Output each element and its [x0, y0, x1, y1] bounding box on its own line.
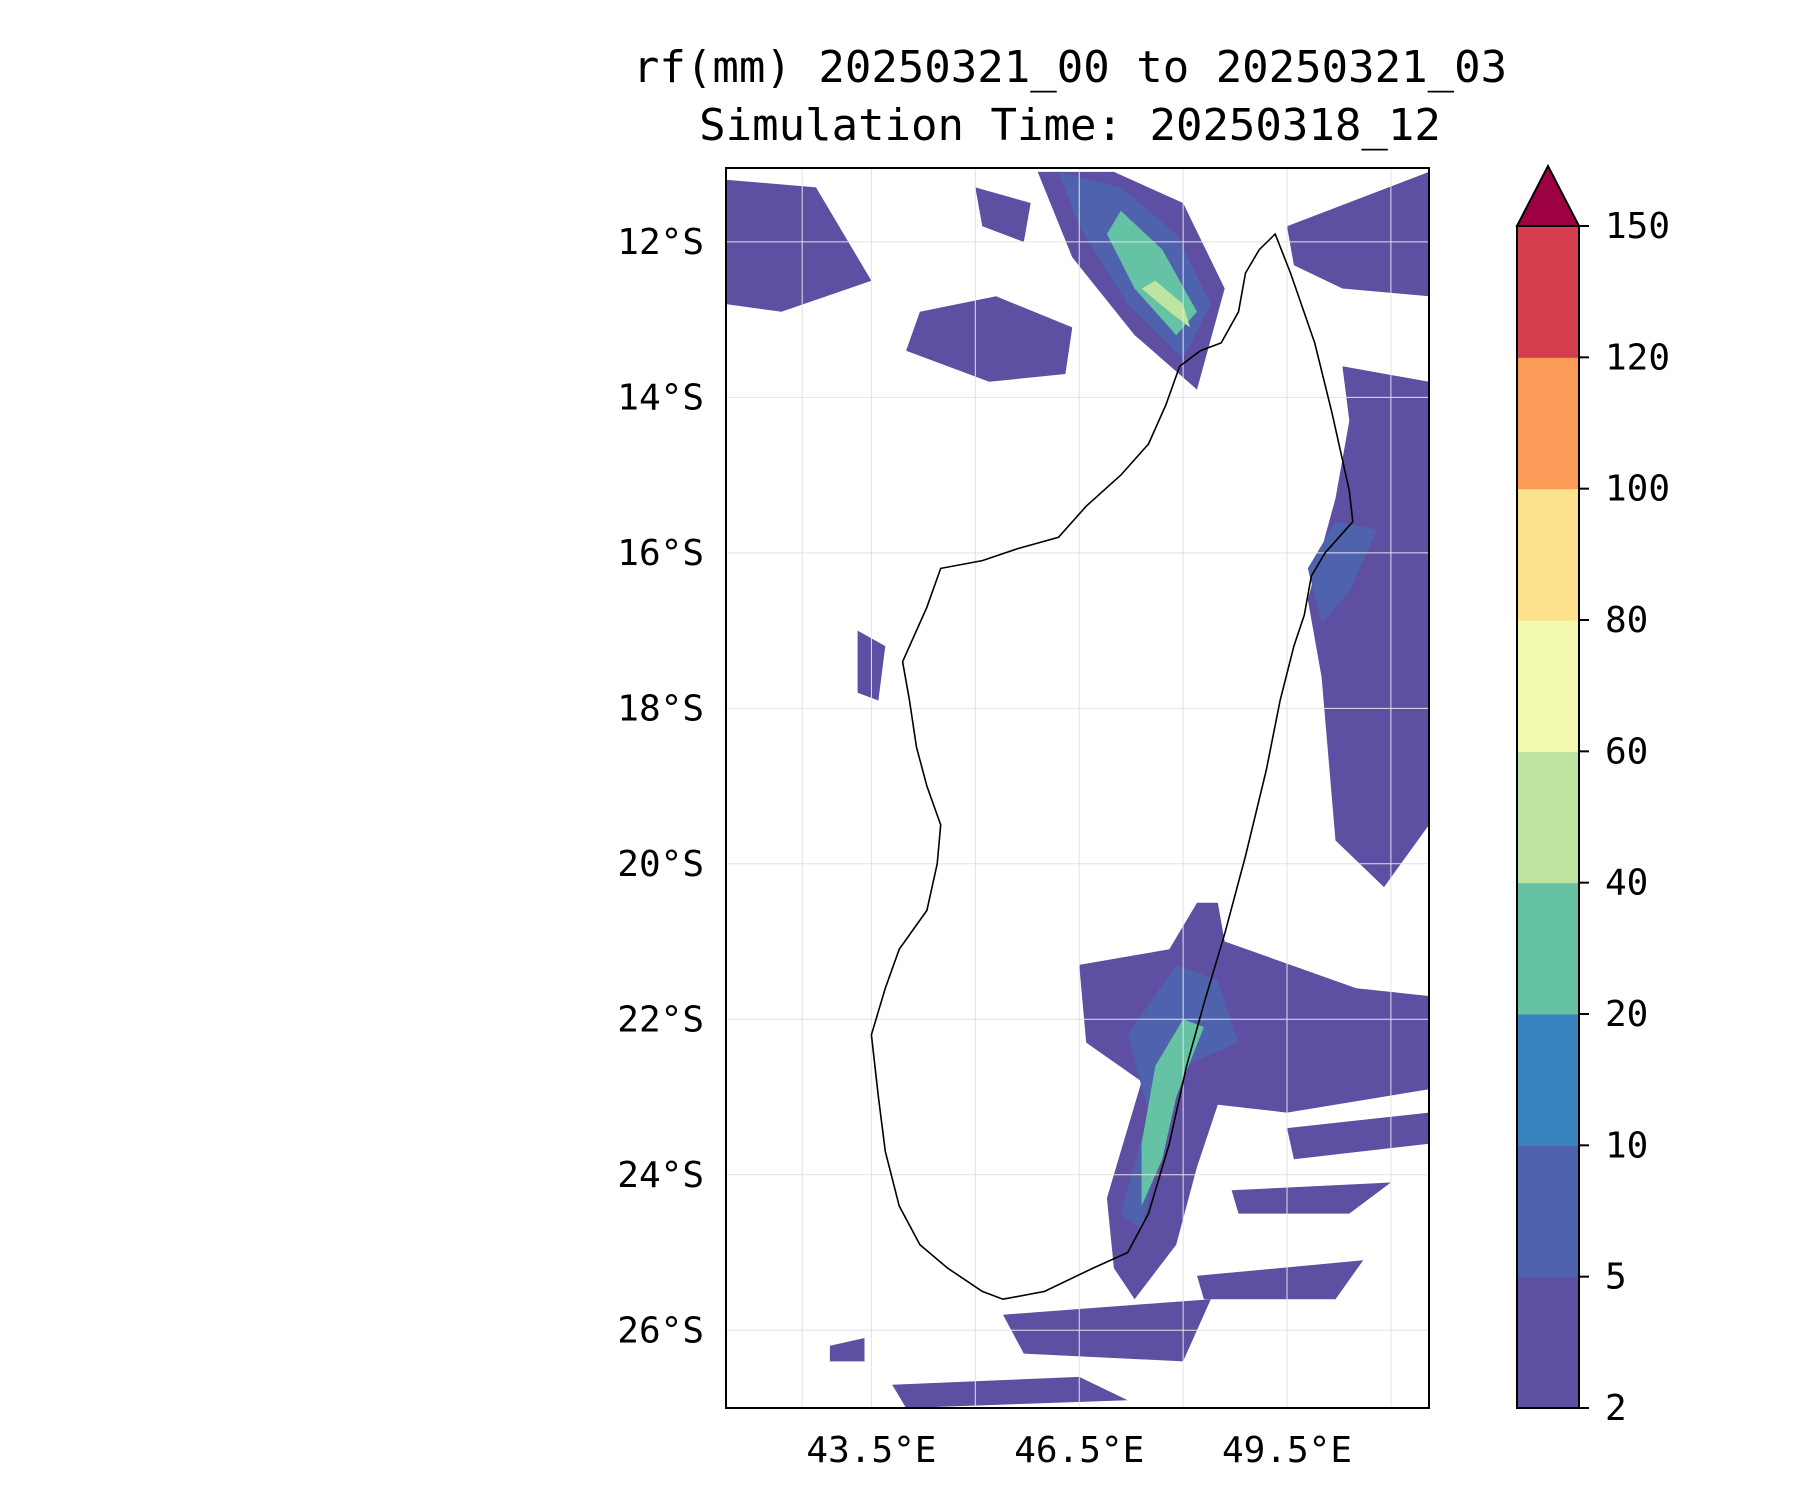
- colorbar: 2 5 10 20 40 60 80 100 120 150: [1515, 163, 1670, 1429]
- colorbar-segment-3: [1517, 882, 1579, 1015]
- colorbar-frame: [1516, 225, 1580, 1409]
- x-tick-label-2: 49.5°E: [1222, 1430, 1352, 1471]
- colorbar-label-4: 40: [1605, 863, 1648, 904]
- colorbar-segment-8: [1517, 226, 1579, 358]
- rain-band-8: [1307, 521, 1378, 623]
- map-background: [726, 168, 1429, 1408]
- y-tick-label-5: 22°S: [617, 999, 704, 1040]
- y-tick-label-4: 20°S: [617, 844, 704, 885]
- colorbar-label-5: 60: [1605, 731, 1648, 772]
- colorbar-label-1: 5: [1605, 1257, 1627, 1298]
- rain-band-5: [906, 296, 1073, 382]
- chart-title-line2: Simulation Time: 20250318_12: [699, 100, 1441, 151]
- colorbar-segment-7: [1517, 357, 1579, 490]
- rain-band-6: [975, 187, 1031, 242]
- y-tick-label-7: 26°S: [617, 1310, 704, 1351]
- y-tick-label-3: 18°S: [617, 688, 704, 729]
- colorbar-extend-arrow: [1515, 163, 1581, 227]
- coastline: [870, 232, 1354, 1301]
- y-tick-label-0: 12°S: [617, 222, 704, 263]
- colorbar-label-3: 20: [1605, 994, 1648, 1035]
- map-plot-area: 43.5°E 46.5°E 49.5°E 12°S 14°S 16°S 18°S 20°S 2…: [617, 167, 1430, 1471]
- rain-band-15: [1231, 1182, 1391, 1214]
- rain-band-13: [1141, 1019, 1204, 1206]
- y-tick-label-1: 14°S: [617, 377, 704, 418]
- colorbar-label-8: 120: [1605, 337, 1670, 378]
- rain-band-18: [892, 1376, 1128, 1408]
- y-tick-label-2: 16°S: [617, 533, 704, 574]
- colorbar-label-6: 80: [1605, 600, 1648, 641]
- map-frame: [725, 167, 1430, 1409]
- x-tick-label-0: 43.5°E: [806, 1430, 936, 1471]
- y-axis-ticks: 12°S 14°S 16°S 18°S 20°S 22°S 24°S 26°S: [617, 222, 704, 1351]
- colorbar-segment-4: [1517, 751, 1579, 884]
- rain-band-9: [1287, 171, 1429, 297]
- colorbar-segment-5: [1517, 620, 1579, 752]
- colorbar-label-9: 150: [1605, 206, 1670, 247]
- rain-band-14: [1287, 1112, 1429, 1160]
- rain-band-3: [1141, 280, 1190, 328]
- rainfall-field: [726, 171, 1429, 1408]
- colorbar-segment-2: [1517, 1014, 1579, 1146]
- colorbar-segment-0: [1517, 1276, 1579, 1409]
- y-tick-label-6: 24°S: [617, 1155, 704, 1196]
- chart-title-line1: rf(mm) 20250321_00 to 20250321_03: [633, 42, 1507, 93]
- colorbar-label-0: 2: [1605, 1388, 1627, 1429]
- rain-band-19: [829, 1338, 865, 1362]
- colorbar-label-7: 100: [1605, 469, 1670, 510]
- colorbar-label-2: 10: [1605, 1125, 1648, 1166]
- rain-band-16: [1197, 1260, 1364, 1300]
- colorbar-segment-6: [1517, 488, 1579, 621]
- gridlines: [726, 168, 1429, 1408]
- rain-band-4: [726, 179, 872, 312]
- rain-band-7: [1307, 366, 1429, 888]
- x-axis-ticks: 43.5°E 46.5°E 49.5°E: [806, 1430, 1352, 1471]
- colorbar-segment-1: [1517, 1145, 1579, 1278]
- x-tick-label-1: 46.5°E: [1014, 1430, 1144, 1471]
